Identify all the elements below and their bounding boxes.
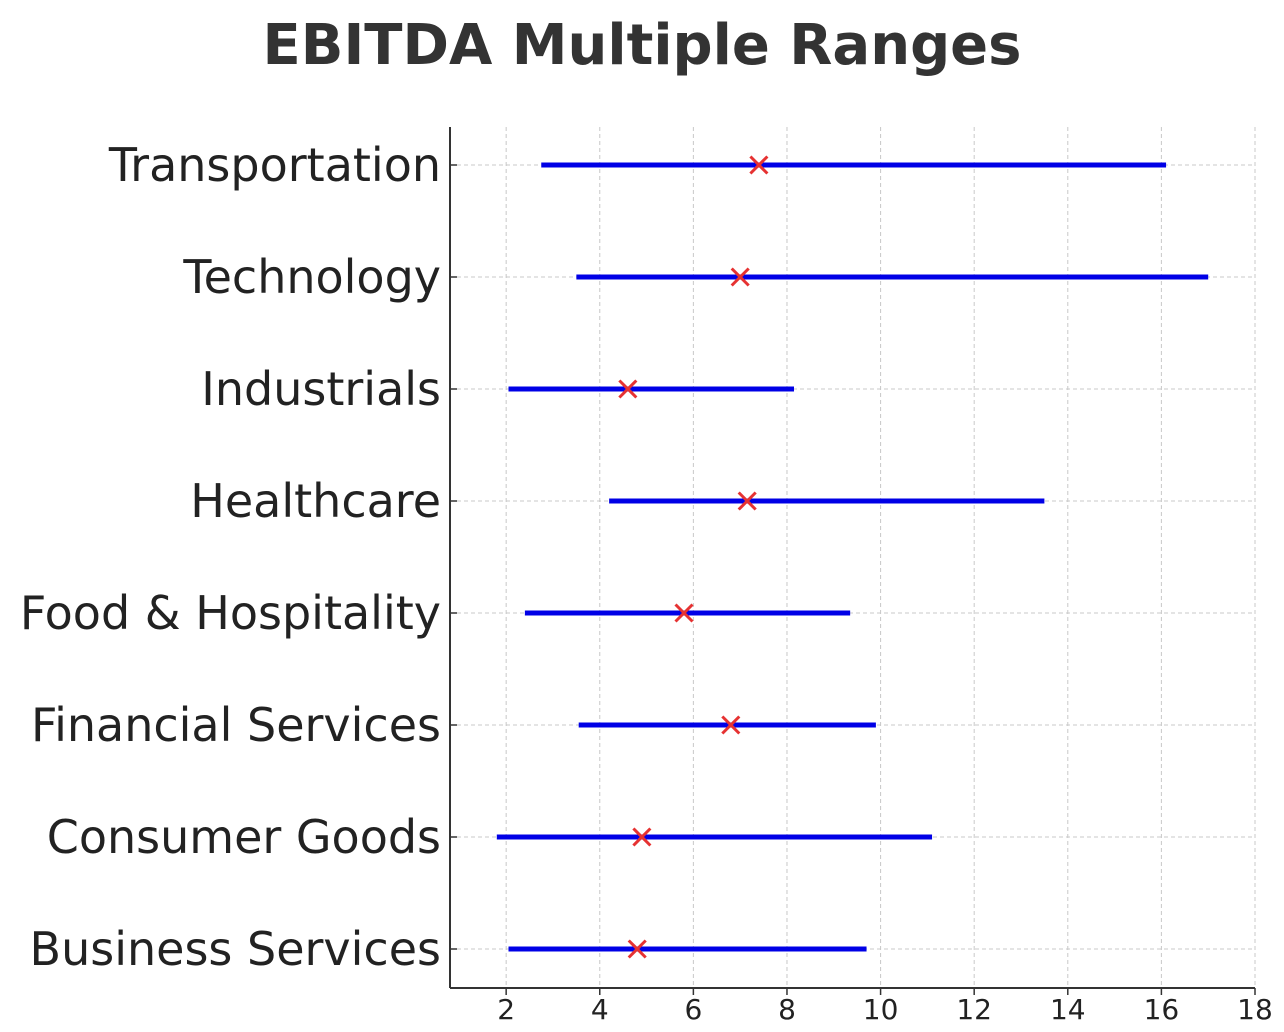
data-layer [496, 155, 1209, 959]
x-tick-label: 12 [956, 993, 992, 1026]
category-label: Healthcare [190, 474, 441, 528]
x-tick-label: 4 [591, 993, 609, 1026]
chart-title: EBITDA Multiple Ranges [262, 13, 1022, 78]
category-label: Transportation [108, 138, 441, 192]
category-label: Technology [182, 250, 441, 304]
category-label: Financial Services [31, 698, 441, 752]
grid-lines [450, 127, 1256, 988]
category-label: Food & Hospitality [20, 586, 441, 640]
median-marker [627, 939, 647, 959]
median-marker [749, 155, 769, 175]
category-label: Industrials [201, 362, 441, 416]
median-marker [721, 715, 741, 735]
median-marker [737, 491, 757, 511]
x-tick-label: 18 [1237, 993, 1273, 1026]
axes [449, 127, 1256, 995]
category-label: Business Services [30, 922, 441, 976]
x-tick-label: 2 [497, 993, 515, 1026]
median-marker [674, 603, 694, 623]
x-tick-label: 16 [1144, 993, 1180, 1026]
x-tick-label: 14 [1050, 993, 1086, 1026]
x-tick-label: 6 [684, 993, 702, 1026]
category-label: Consumer Goods [47, 810, 441, 864]
x-tick-label: 8 [778, 993, 796, 1026]
median-marker [730, 267, 750, 287]
tick-labels: 2 4 6 8 10 12 14 16 18 Transportation Technology In… [20, 138, 1273, 1026]
median-marker [632, 827, 652, 847]
x-tick-label: 10 [863, 993, 899, 1026]
median-marker [618, 379, 638, 399]
